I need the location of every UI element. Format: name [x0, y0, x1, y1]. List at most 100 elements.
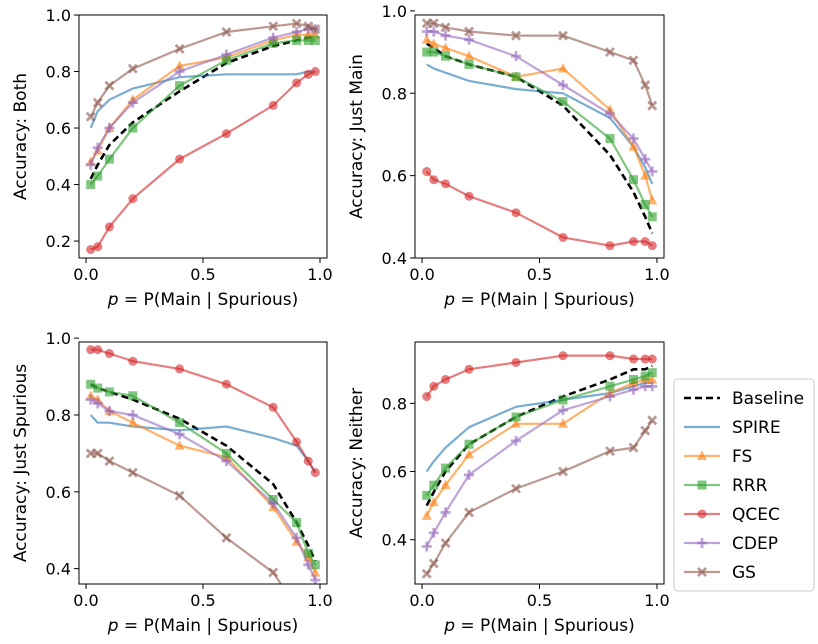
data-point-qcec: [640, 237, 650, 247]
series-line-spire: [426, 63, 654, 185]
data-point-gs: [221, 26, 232, 37]
data-point-gs: [511, 483, 521, 494]
data-point-cdep: [428, 527, 439, 538]
data-point-rrr: [558, 96, 568, 106]
data-point-gs: [174, 490, 185, 501]
data-point-gs: [174, 43, 185, 54]
data-point-qcec: [221, 129, 231, 139]
data-point-cdep: [647, 381, 658, 392]
legend-label: FS: [732, 447, 752, 467]
data-point-qcec: [511, 357, 521, 367]
x-axis-label: p = P(Main | Spurious): [107, 290, 299, 310]
data-point-cdep: [174, 66, 185, 77]
data-point-qcec: [128, 194, 138, 204]
data-point-fs: [628, 141, 639, 151]
series-line-rrr: [90, 383, 317, 566]
series-line-cdep: [425, 385, 653, 548]
data-point-qcec: [93, 242, 103, 252]
series-gs: [421, 415, 658, 579]
data-point-rrr: [558, 395, 568, 405]
data-point-rrr: [292, 35, 302, 45]
series-rrr: [86, 35, 320, 190]
legend-entry-baseline: Baseline: [684, 389, 804, 409]
data-point-gs: [92, 97, 103, 108]
series-line-baseline: [90, 383, 317, 562]
data-point-rrr: [441, 51, 451, 61]
data-point-rrr: [640, 199, 650, 209]
data-point-qcec: [429, 175, 439, 185]
data-point-cdep: [557, 80, 568, 91]
series-baseline: [425, 364, 653, 507]
series-spire: [89, 414, 317, 474]
data-point-rrr: [303, 35, 313, 45]
data-point-qcec: [221, 379, 231, 389]
subplot-4: 0.0 0.5 1.0 0.4 0.6 0.8 p = P(Main | Spurious)…: [347, 341, 670, 636]
data-point-fs: [557, 63, 568, 73]
x-tick-label: 1.0: [307, 591, 332, 610]
data-point-fs: [511, 418, 522, 428]
data-point-rrr: [647, 368, 657, 378]
series-line-rrr: [425, 371, 653, 497]
data-point-qcec: [93, 345, 103, 355]
series-cdep: [421, 26, 658, 177]
series-line-gs: [89, 22, 316, 118]
data-point-gs: [511, 30, 521, 41]
data-point-cdep: [557, 405, 568, 416]
y-axis-label: Accuracy: Both: [11, 73, 31, 200]
data-point-rrr: [605, 381, 615, 391]
x-axis-label: p = P(Main | Spurious): [107, 616, 299, 636]
data-point-rrr: [128, 123, 138, 133]
series-baseline: [90, 383, 317, 562]
data-point-cdep: [92, 142, 103, 153]
legend-marker: [697, 538, 707, 548]
series-spire: [426, 63, 654, 185]
data-point-gs: [291, 18, 302, 29]
data-point-gs: [268, 567, 279, 578]
y-tick-label: 1.0: [46, 6, 71, 25]
y-tick-label: 1.0: [46, 329, 71, 348]
data-point-gs: [558, 466, 568, 477]
data-point-gs: [440, 22, 451, 33]
legend-label: CDEP: [732, 534, 778, 554]
data-point-cdep: [104, 406, 115, 417]
data-point-rrr: [429, 480, 439, 490]
data-point-rrr: [310, 35, 320, 45]
data-point-gs: [268, 21, 279, 32]
data-point-rrr: [441, 463, 451, 473]
series-cdep: [85, 24, 321, 170]
data-point-fs: [127, 417, 138, 427]
x-tick-label: 1.0: [644, 591, 669, 610]
series-qcec: [86, 67, 320, 255]
data-point-fs: [440, 42, 451, 52]
legend-marker: [697, 450, 707, 460]
data-point-qcec: [292, 78, 302, 88]
y-tick-label: 0.4: [46, 176, 71, 195]
data-point-qcec: [605, 351, 615, 361]
data-point-gs: [92, 448, 103, 459]
data-point-gs: [604, 446, 615, 457]
series-qcec: [422, 167, 657, 251]
x-tick-label: 0.0: [409, 265, 434, 284]
series-line-baseline: [425, 364, 653, 507]
y-axis-label: Accuracy: Just Spurious: [11, 364, 31, 562]
data-point-rrr: [128, 391, 138, 401]
series-spire: [425, 381, 653, 473]
data-point-cdep: [440, 507, 451, 518]
legend-entry-fs: FS: [684, 447, 752, 467]
y-axis-label: Accuracy: Just Main: [347, 54, 367, 219]
plot-area: [85, 345, 321, 584]
data-point-qcec: [441, 374, 451, 384]
x-tick-label: 0.0: [73, 265, 98, 284]
data-point-rrr: [511, 412, 521, 422]
data-point-rrr: [292, 518, 302, 528]
data-point-cdep: [291, 532, 302, 543]
series-line-spire: [425, 381, 653, 473]
x-tick-label: 1.0: [307, 265, 332, 284]
data-point-gs: [464, 26, 475, 37]
data-point-cdep: [464, 34, 475, 45]
data-point-qcec: [303, 456, 313, 466]
plot-area: [421, 18, 658, 251]
x-tick-label: 0.5: [527, 591, 552, 610]
data-point-qcec: [422, 167, 432, 177]
